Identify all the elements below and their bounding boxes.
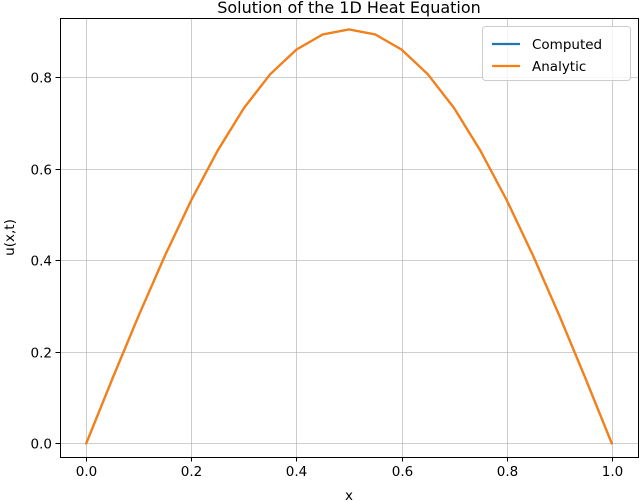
legend: Computed Analytic — [482, 26, 631, 81]
plot-area-frame — [60, 18, 639, 458]
axis-ticks: 0.0 0.2 0.4 0.6 0.8 1.0 0.0 0.2 0.4 0.6 0.8 — [31, 71, 624, 481]
y-tick-label: 0.4 — [31, 254, 52, 270]
x-tick-label: 0.6 — [392, 464, 413, 480]
x-axis-title: x — [345, 488, 353, 502]
series-line-analytic — [84, 28, 614, 445]
y-tick-label: 0.6 — [31, 163, 52, 179]
x-tick-label: 0.0 — [76, 464, 97, 480]
y-tick-label: 0.2 — [31, 346, 52, 362]
plot-lines — [84, 28, 614, 445]
x-tick-label: 0.2 — [181, 464, 202, 480]
legend-label-computed: Computed — [532, 37, 602, 53]
x-tick-label: 0.8 — [497, 464, 518, 480]
chart-title: Solution of the 1D Heat Equation — [217, 0, 481, 17]
y-axis-title: u(x,t) — [2, 219, 18, 256]
x-tick-label: 0.4 — [286, 464, 307, 480]
y-tick-label: 0.0 — [31, 437, 52, 453]
y-tick-label: 0.8 — [31, 71, 52, 87]
x-tick-label: 1.0 — [602, 464, 623, 480]
legend-label-analytic: Analytic — [532, 59, 586, 75]
